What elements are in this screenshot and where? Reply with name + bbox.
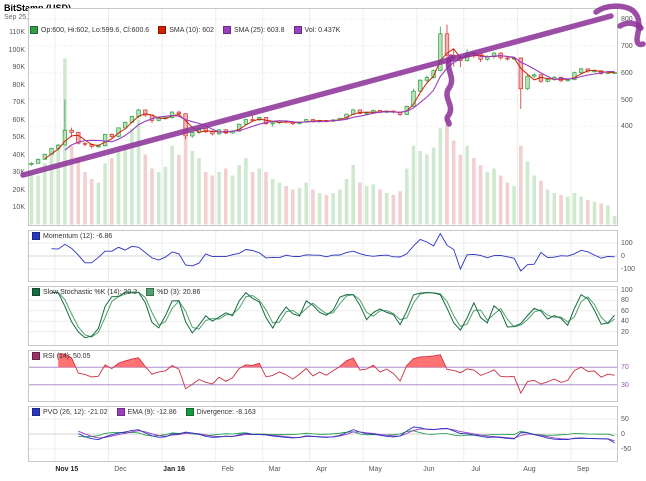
main-legend-item: SMA (25): 603.8 xyxy=(222,26,285,34)
month-axis-label: Nov 15 xyxy=(55,466,79,473)
volume-axis-label: 10K xyxy=(12,204,25,211)
momentum-panel[interactable] xyxy=(28,230,618,282)
stochastic-plot[interactable] xyxy=(28,286,618,346)
rsi-legend: RSI (14): 50.05 xyxy=(32,352,90,360)
stochastic-panel[interactable] xyxy=(28,286,618,346)
pvo-legend-item: EMA (9): -12.86 xyxy=(116,408,177,416)
momentum-axis-label: 100 xyxy=(621,240,633,247)
main-legend-item: Vol: 0.437K xyxy=(293,26,341,34)
month-axis-label: May xyxy=(368,466,382,473)
stochastic-axis-label: 20 xyxy=(621,328,629,336)
volume-axis-label: 20K xyxy=(12,186,25,194)
month-axis-label: Mar xyxy=(268,466,281,473)
pvo-axis-label: 50 xyxy=(621,416,629,423)
legend-swatch-icon xyxy=(158,26,167,34)
momentum-legend: Momentum (12): -6.86 xyxy=(32,232,112,240)
legend-swatch-icon xyxy=(222,26,231,34)
legend-label: EMA (9): -12.86 xyxy=(127,408,177,416)
main-legend: Op:600, Hi:602, Lo:599.6, Cl:600.6 SMA (1… xyxy=(30,26,340,34)
legend-swatch-icon xyxy=(30,26,38,34)
legend-label: SMA (10): 602 xyxy=(169,26,214,34)
rsi-axis-label: 70 xyxy=(621,364,629,372)
momentum-axis-label: -100 xyxy=(621,266,636,273)
stochastic-axis-label: 40 xyxy=(621,318,629,326)
stochastic-axis-label: 60 xyxy=(621,307,629,315)
volume-axis-label: 110K xyxy=(9,29,25,36)
volume-axis-label: 50K xyxy=(12,134,25,141)
main-legend-item: SMA (10): 602 xyxy=(158,26,214,34)
legend-swatch-icon xyxy=(32,232,40,240)
month-axis-label: Sep xyxy=(576,466,590,473)
legend-swatch-icon xyxy=(32,408,40,416)
legend-swatch-icon xyxy=(32,288,40,296)
legend-label: Vol: 0.437K xyxy=(304,26,341,34)
price-axis-label: 500 xyxy=(621,96,633,104)
legend-label: RSI (14): 50.05 xyxy=(43,352,91,360)
stochastic-legend-item: Slow Stochastic %K (14): 20.2 xyxy=(32,288,137,296)
volume-axis-label: 40K xyxy=(12,151,25,159)
price-volume-panel[interactable] xyxy=(28,8,618,226)
legend-label: Slow Stochastic %K (14): 20.2 xyxy=(43,288,138,296)
volume-axis-label: 30K xyxy=(12,169,25,176)
pvo-plot[interactable] xyxy=(28,406,618,462)
pvo-legend: PVO (26, 12): -21.02 EMA (9): -12.86 Diver… xyxy=(32,408,256,416)
month-axis-label: Jan 16 xyxy=(163,466,185,473)
month-axis-label: Jun xyxy=(423,466,435,473)
volume-axis-label: 60K xyxy=(12,116,25,124)
price-axis-label: 400 xyxy=(621,123,633,131)
rsi-plot[interactable] xyxy=(28,350,618,402)
legend-label: Divergence: -8.163 xyxy=(196,408,256,416)
volume-axis-label: 80K xyxy=(12,81,25,89)
legend-label: PVO (26, 12): -21.02 xyxy=(43,408,108,416)
momentum-axis-label: 0 xyxy=(621,253,625,260)
price-axis-label: 600 xyxy=(621,69,633,77)
pvo-legend-item: Divergence: -8.163 xyxy=(185,408,256,416)
month-axis-label: Feb xyxy=(221,466,234,473)
volume-axis-label: 100K xyxy=(8,46,25,54)
legend-swatch-icon xyxy=(293,26,302,34)
stochastic-axis-label: 100 xyxy=(621,287,633,294)
price-axis-label: 700 xyxy=(621,42,633,50)
stochastic-legend-item: %D (3): 20.86 xyxy=(146,288,200,296)
legend-label: Momentum (12): -6.86 xyxy=(43,232,113,240)
legend-swatch-icon xyxy=(185,408,194,416)
rsi-panel[interactable] xyxy=(28,350,618,402)
legend-swatch-icon xyxy=(116,408,125,416)
rsi-legend-item: RSI (14): 50.05 xyxy=(32,352,90,360)
price-axis-label: 800 xyxy=(621,16,633,24)
month-axis-label: Jul xyxy=(471,466,481,473)
volume-axis-label: 90K xyxy=(12,64,25,71)
rsi-axis-label: 30 xyxy=(621,381,629,389)
momentum-legend-item: Momentum (12): -6.86 xyxy=(32,232,112,240)
volume-axis-label: 70K xyxy=(12,99,25,106)
candlestick-plot[interactable] xyxy=(28,8,618,226)
main-legend-item: Op:600, Hi:602, Lo:599.6, Cl:600.6 xyxy=(30,26,149,34)
pvo-legend-item: PVO (26, 12): -21.02 xyxy=(32,408,108,416)
stochastic-legend: Slow Stochastic %K (14): 20.2 %D (3): 20.… xyxy=(32,288,200,296)
legend-swatch-icon xyxy=(32,352,40,360)
month-axis-label: Dec xyxy=(114,466,127,473)
legend-label: Op:600, Hi:602, Lo:599.6, Cl:600.6 xyxy=(41,26,150,34)
momentum-plot[interactable] xyxy=(28,230,618,282)
legend-swatch-icon xyxy=(146,288,155,296)
pvo-axis-label: 0 xyxy=(621,431,625,438)
pvo-panel[interactable] xyxy=(28,406,618,462)
month-axis-label: Aug xyxy=(523,466,536,473)
stochastic-axis-label: 80 xyxy=(621,297,629,305)
pvo-axis-label: -50 xyxy=(621,446,632,453)
month-axis-label: Apr xyxy=(316,466,328,473)
legend-label: SMA (25): 603.8 xyxy=(233,26,285,34)
legend-label: %D (3): 20.86 xyxy=(157,288,201,296)
